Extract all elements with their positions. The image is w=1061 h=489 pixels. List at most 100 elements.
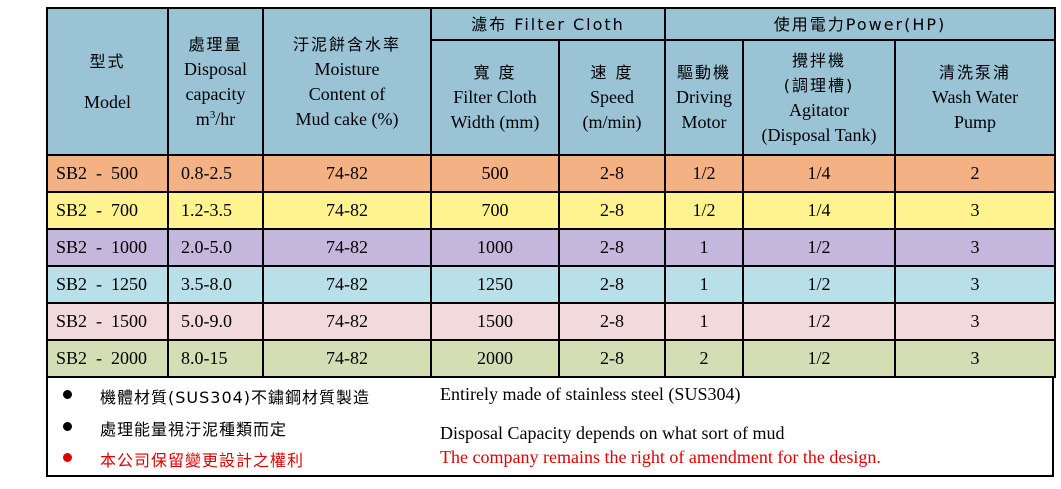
cell-pump: 3 <box>893 339 1057 378</box>
header-capacity-unit: m3/hr <box>169 107 262 132</box>
cell-width: 2000 <box>430 339 560 378</box>
header-drive-en2: Motor <box>681 112 727 132</box>
table-row: SB2 - 500 0.8-2.5 74-82 500 2-8 1/2 1/4 2 <box>46 154 1057 193</box>
unit-rest: /hr <box>215 108 236 129</box>
cell-moisture: 74-82 <box>262 191 432 230</box>
header-capacity-en2: capacity <box>185 83 246 104</box>
cell-drive: 1 <box>664 302 744 341</box>
cell-moisture: 74-82 <box>262 302 432 341</box>
cell-moisture: 74-82 <box>262 154 432 193</box>
cell-capacity: 8.0-15 <box>167 339 264 378</box>
cell-pump: 3 <box>893 302 1057 341</box>
header-agitator: 攪拌機 (調理槽) Agitator (Disposal Tank) <box>742 39 896 156</box>
header-drive-en1: Driving <box>676 87 732 107</box>
cell-agitator: 1/4 <box>742 154 896 193</box>
note-item: 處理能量視汙泥種類而定 Disposal Capacity depends on… <box>48 414 1052 444</box>
cell-model: SB2 - 1500 <box>46 302 169 341</box>
header-width-cn: 寬 度 <box>473 63 517 82</box>
cell-agitator: 1/2 <box>742 265 896 304</box>
cell-moisture: 74-82 <box>262 339 432 378</box>
unit-sup: 3 <box>209 108 216 121</box>
cell-drive: 1 <box>664 228 744 267</box>
cell-agitator: 1/4 <box>742 191 896 230</box>
header-model: 型式 Model <box>46 7 169 156</box>
table-row: SB2 - 700 1.2-3.5 74-82 700 2-8 1/2 1/4 3 <box>46 191 1057 230</box>
header-capacity-cn: 處理量 <box>188 34 243 54</box>
unit-base: m <box>195 108 210 129</box>
cell-agitator: 1/2 <box>742 302 896 341</box>
table-body: SB2 - 500 0.8-2.5 74-82 500 2-8 1/2 1/4 2 SB2 - … <box>46 154 1057 378</box>
cell-pump: 3 <box>893 265 1057 304</box>
cell-moisture: 74-82 <box>262 265 432 304</box>
header-moisture-en1: Moisture <box>314 58 380 79</box>
header-agitator-en2: (Disposal Tank) <box>761 124 877 145</box>
header-moisture-en3: Mud cake (%) <box>295 108 399 129</box>
header-width-en2: Width (mm) <box>450 112 540 132</box>
header-agitator-en1: Agitator <box>789 99 849 120</box>
cell-capacity: 3.5-8.0 <box>167 265 264 304</box>
note-en: Disposal Capacity depends on what sort o… <box>440 423 785 443</box>
cell-capacity: 5.0-9.0 <box>167 302 264 341</box>
table-row: SB2 - 1250 3.5-8.0 74-82 1250 2-8 1 1/2 3 <box>46 265 1057 304</box>
cell-model: SB2 - 500 <box>46 154 169 193</box>
spec-sheet: 型式 Model 處理量 Disposal capacity m3/hr 汙泥餅… <box>46 7 1057 477</box>
header-filter-group: 濾布 Filter Cloth <box>430 7 666 41</box>
bullet-icon <box>63 453 72 462</box>
cell-pump: 3 <box>893 228 1057 267</box>
header-speed-cn: 速 度 <box>590 63 634 82</box>
header-width-en1: Filter Cloth <box>453 87 537 107</box>
cell-pump: 2 <box>893 154 1057 193</box>
spec-table: 型式 Model 處理量 Disposal capacity m3/hr 汙泥餅… <box>46 7 1057 378</box>
header-agitator-cn2: (調理槽) <box>783 75 855 95</box>
header-power-group: 使用電力Power(HP) <box>663 7 1057 41</box>
header-moisture: 汙泥餅含水率 Moisture Content of Mud cake (%) <box>262 7 432 156</box>
note-item: 機體材質(SUS304)不鏽鋼材質製造 Entirely made of sta… <box>48 382 1052 412</box>
bullet-icon <box>63 390 72 399</box>
cell-capacity: 1.2-3.5 <box>167 191 264 230</box>
header-pump: 清洗泵浦 Wash Water Pump <box>893 39 1057 156</box>
cell-drive: 1 <box>664 265 744 304</box>
cell-drive: 1/2 <box>664 191 744 230</box>
cell-moisture: 74-82 <box>262 228 432 267</box>
cell-speed: 2-8 <box>558 228 666 267</box>
header-pump-en1: Wash Water <box>931 87 1019 107</box>
header-model-cn: 型式 <box>89 51 126 71</box>
cell-width: 500 <box>430 154 560 193</box>
cell-agitator: 1/2 <box>742 228 896 267</box>
header-speed-en2: (m/min) <box>582 112 642 132</box>
note-en: The company remains the right of amendme… <box>440 447 881 467</box>
cell-width: 1000 <box>430 228 560 267</box>
cell-speed: 2-8 <box>558 265 666 304</box>
cell-capacity: 2.0-5.0 <box>167 228 264 267</box>
header-moisture-cn: 汙泥餅含水率 <box>292 34 401 54</box>
note-cn: 處理能量視汙泥種類而定 <box>100 420 288 439</box>
table-row: SB2 - 1000 2.0-5.0 74-82 1000 2-8 1 1/2 3 <box>46 228 1057 267</box>
cell-drive: 2 <box>664 339 744 378</box>
cell-width: 1500 <box>430 302 560 341</box>
note-item: 本公司保留變更設計之權利 The company remains the rig… <box>48 445 1052 475</box>
cell-drive: 1/2 <box>664 154 744 193</box>
cell-speed: 2-8 <box>558 154 666 193</box>
header-drive-cn: 驅動機 <box>676 63 731 82</box>
cell-agitator: 1/2 <box>742 339 896 378</box>
header-moisture-en2: Content of <box>308 83 386 104</box>
header-width: 寬 度 Filter Cloth Width (mm) <box>430 39 560 156</box>
notes-box: 機體材質(SUS304)不鏽鋼材質製造 Entirely made of sta… <box>46 378 1054 477</box>
header-model-en: Model <box>84 91 131 112</box>
header-speed-en1: Speed <box>590 87 634 107</box>
cell-width: 1250 <box>430 265 560 304</box>
cell-speed: 2-8 <box>558 302 666 341</box>
header-drive: 驅動機 Driving Motor <box>664 39 744 156</box>
table-row: SB2 - 2000 8.0-15 74-82 2000 2-8 2 1/2 3 <box>46 339 1057 378</box>
cell-model: SB2 - 700 <box>46 191 169 230</box>
header-pump-cn: 清洗泵浦 <box>939 63 1012 82</box>
header-filter-group-label: 濾布 Filter Cloth <box>471 14 625 34</box>
cell-capacity: 0.8-2.5 <box>167 154 264 193</box>
header-speed: 速 度 Speed (m/min) <box>558 39 666 156</box>
cell-model: SB2 - 1000 <box>46 228 169 267</box>
cell-width: 700 <box>430 191 560 230</box>
header-capacity: 處理量 Disposal capacity m3/hr <box>167 7 264 156</box>
table-row: SB2 - 1500 5.0-9.0 74-82 1500 2-8 1 1/2 3 <box>46 302 1057 341</box>
note-cn: 本公司保留變更設計之權利 <box>100 451 305 470</box>
cell-pump: 3 <box>893 191 1057 230</box>
